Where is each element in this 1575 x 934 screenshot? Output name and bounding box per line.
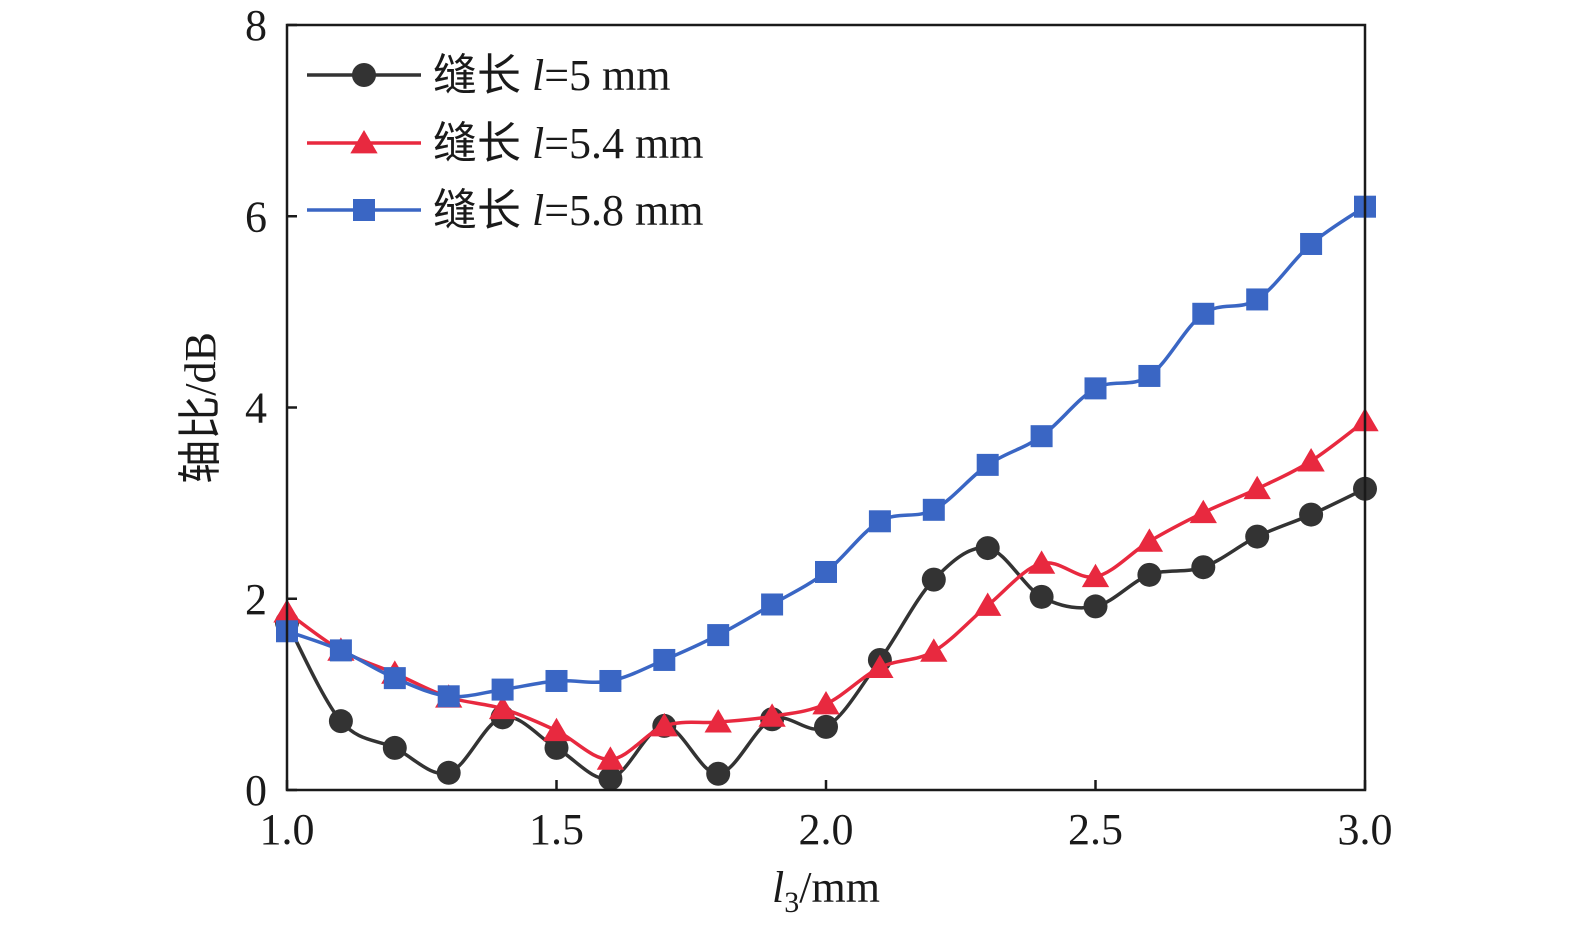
data-point [437, 685, 460, 708]
data-point [868, 510, 891, 533]
y-axis-label: 轴比/dB [176, 332, 225, 484]
legend-label-prefix: 缝长 [433, 51, 532, 100]
legend-item: 缝长 l=5.4 mm [307, 119, 704, 168]
data-point [706, 761, 731, 786]
legend-label-var: l [532, 51, 544, 100]
data-point [596, 746, 625, 770]
legend-label-suffix: =5 mm [544, 51, 670, 100]
data-point [815, 560, 837, 583]
data-point [1300, 232, 1323, 255]
y-tick-label: 8 [245, 1, 267, 50]
legend-marker [352, 63, 376, 87]
legend-label-var: l [532, 186, 544, 235]
data-point [976, 453, 999, 476]
data-point [1297, 448, 1325, 472]
y-tick-label: 0 [245, 766, 267, 815]
y-tick-label: 2 [245, 575, 267, 624]
data-point [1081, 563, 1110, 588]
data-point [1137, 562, 1162, 587]
series-line [286, 205, 1366, 699]
legend-label-suffix: =5.8 mm [544, 186, 703, 235]
legend-item: 缝长 l=5 mm [307, 51, 671, 100]
data-point [1138, 364, 1161, 387]
data-point [436, 760, 461, 785]
x-axis-label: l3/mm [772, 863, 880, 919]
legend-label-prefix: 缝长 [433, 186, 532, 235]
data-point [1029, 584, 1054, 609]
x-tick-label: 1.0 [260, 805, 315, 854]
data-point [1243, 475, 1271, 500]
data-point [650, 712, 678, 737]
data-point [488, 695, 517, 720]
data-point [814, 714, 838, 739]
data-point [921, 567, 946, 592]
data-point [545, 669, 568, 692]
data-point [975, 536, 1000, 561]
y-tick-label: 6 [245, 192, 267, 241]
data-point [758, 703, 786, 727]
x-tick-label: 2.0 [799, 805, 854, 854]
tick-layer: 1.0 1.5 2.0 2.5 3.0 0 2 4 6 8 [245, 1, 1393, 854]
data-point [704, 709, 732, 733]
legend-label-suffix: =5.4 mm [544, 119, 703, 168]
data-point [1030, 425, 1053, 448]
legend-marker [350, 130, 378, 154]
legend-marker [353, 199, 375, 221]
data-point [544, 735, 569, 760]
data-point [1135, 528, 1164, 552]
data-point [922, 498, 945, 521]
x-axis-label-unit: /mm [799, 863, 880, 912]
x-tick-label: 3.0 [1338, 805, 1393, 854]
series-layer [273, 195, 1379, 791]
legend-label-var: l [532, 119, 544, 168]
legend-label: 缝长 l=5 mm [433, 51, 671, 100]
data-point [1027, 550, 1056, 574]
x-tick-label: 1.5 [529, 805, 584, 854]
data-point [491, 678, 514, 701]
legend-label: 缝长 l=5.4 mm [433, 119, 704, 168]
data-point [598, 766, 623, 791]
data-point [707, 624, 730, 647]
series-1 [275, 476, 1377, 791]
legend-label: 缝长 l=5.8 mm [433, 186, 704, 235]
data-point [812, 690, 840, 715]
data-point [329, 639, 352, 662]
data-point [383, 667, 406, 690]
data-point [599, 669, 622, 692]
data-point [1246, 288, 1269, 311]
data-point [328, 709, 353, 734]
data-point [866, 654, 894, 678]
legend-label-prefix: 缝长 [433, 119, 532, 168]
data-point [653, 648, 676, 671]
series-3 [276, 195, 1376, 708]
x-axis-label-sub: 3 [784, 886, 799, 919]
data-point [920, 638, 948, 662]
data-point [1084, 377, 1107, 400]
x-axis-label-var: l [772, 863, 784, 912]
data-point [1245, 524, 1270, 549]
data-point [1192, 302, 1215, 325]
data-point [382, 735, 407, 760]
legend-item: 缝长 l=5.8 mm [307, 186, 704, 235]
y-tick-label: 4 [245, 384, 267, 433]
data-point [761, 593, 784, 616]
data-point [542, 717, 571, 742]
data-point [1083, 594, 1108, 619]
data-point [974, 592, 1002, 616]
data-point [1299, 502, 1324, 527]
x-tick-label: 2.5 [1068, 805, 1123, 854]
data-point [1191, 555, 1216, 580]
data-point [1189, 499, 1217, 524]
